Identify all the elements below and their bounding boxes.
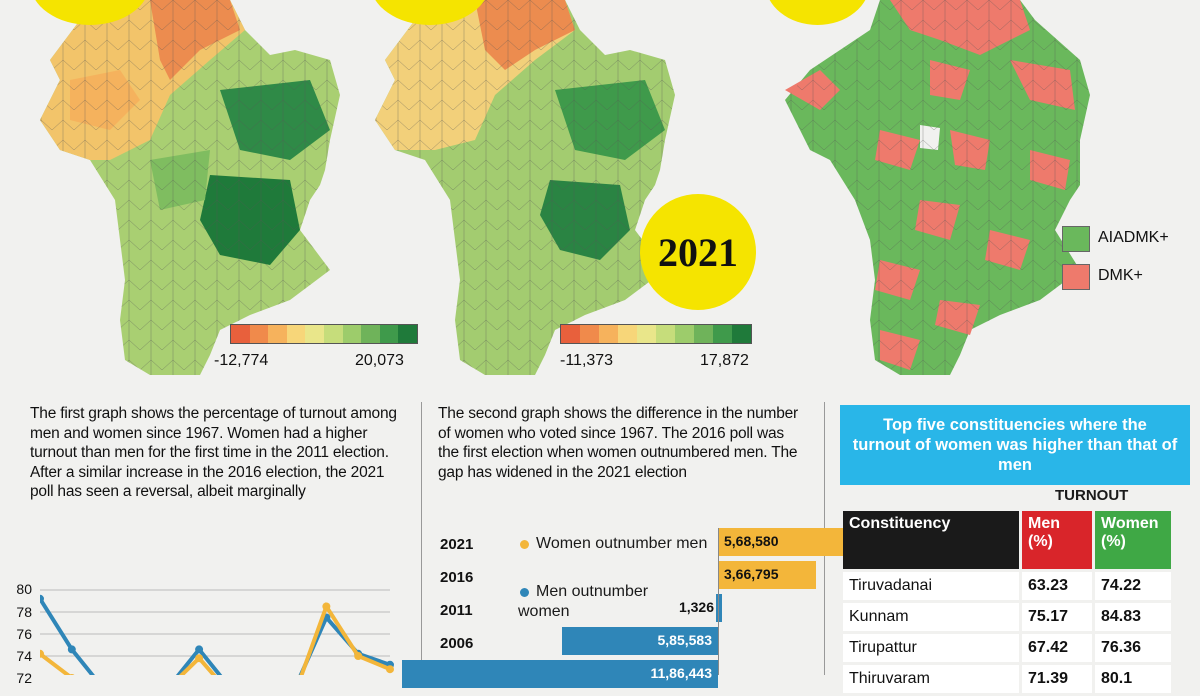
table-row: Tiruvadanai 63.23 74.22 [843, 572, 1171, 600]
table-row: Thiruvaram 71.39 80.1 [843, 665, 1171, 693]
y-tick-label: 76 [16, 626, 32, 642]
bar: 1,326 [679, 594, 722, 622]
bar: 5,85,583 [561, 627, 718, 655]
map2-scale-max: 17,872 [700, 352, 749, 369]
constituency-cell: Tirupattur [843, 634, 1019, 662]
bar-year-label: 2011 [440, 602, 473, 619]
bar-year-label: 2016 [440, 569, 474, 586]
scale-swatch [398, 325, 417, 343]
y-tick-label: 72 [16, 670, 32, 686]
women-cell: 76.36 [1095, 634, 1171, 662]
scale-swatch [231, 325, 250, 343]
turnout-difference-map-2016 [40, 0, 340, 375]
scale-swatch [732, 325, 751, 343]
table-row: Tirupattur 67.42 76.36 [843, 634, 1171, 662]
map1-scale-max: 20,073 [355, 352, 404, 369]
legend-dot-women [520, 540, 529, 549]
bar: 3,66,795 [718, 561, 816, 589]
turnout-label: TURNOUT [1055, 487, 1129, 504]
table-row: Kunnam 75.17 84.83 [843, 603, 1171, 631]
constituency-cell: Kunnam [843, 603, 1019, 631]
scale-swatch [286, 325, 306, 343]
scale-swatch [694, 325, 713, 343]
top-constituencies-table: Constituency Men (%) Women (%) Tiruvadan… [840, 508, 1174, 696]
legend-dot-men [520, 588, 529, 597]
men-cell: 75.17 [1022, 603, 1092, 631]
bar-year-label: 2006 [440, 635, 474, 652]
constituency-cell: Thiruvaram [843, 665, 1019, 693]
y-tick-label: 80 [16, 581, 32, 597]
scale-swatch [599, 325, 618, 343]
scale-swatch [561, 325, 580, 343]
data-point [40, 649, 44, 658]
scale-swatch [305, 325, 324, 343]
bar-axis [718, 528, 719, 675]
scale-swatch [361, 325, 380, 343]
map2-scale-min: -11,373 [560, 352, 614, 369]
bar-value-label: 5,68,580 [724, 533, 779, 549]
first-graph-description: The first graph shows the percentage of … [30, 405, 397, 500]
men-cell: 63.23 [1022, 572, 1092, 600]
bar-value-label: 1,326 [678, 599, 714, 615]
y-tick-label: 78 [16, 604, 32, 620]
data-point [195, 654, 204, 663]
scale-swatch [580, 325, 599, 343]
scale-swatch [323, 325, 343, 343]
table-header-banner: Top five constituencies where the turnou… [840, 405, 1190, 485]
y-tick-label: 74 [16, 648, 32, 664]
map2-color-scale [560, 324, 752, 344]
legend-label-men: Men outnumber women [518, 583, 649, 620]
men-cell: 67.42 [1022, 634, 1092, 662]
data-point [354, 652, 363, 660]
bar: 11,86,443 [401, 660, 718, 688]
col-women: Women (%) [1095, 511, 1171, 569]
data-point [40, 594, 44, 603]
data-point [322, 602, 331, 611]
col-constituency: Constituency [843, 511, 1019, 569]
data-point [386, 665, 394, 674]
scale-swatch [675, 325, 694, 343]
scale-swatch [249, 325, 269, 343]
map1-scale-min: -12,774 [214, 352, 269, 369]
bar-year-label: 2021 [440, 536, 474, 553]
men-cell: 71.39 [1022, 665, 1092, 693]
voter-difference-bar-chart: 2021 2016 2011 2006 2001 Women outnumber… [401, 528, 870, 688]
map2-year-label: 2021 [658, 229, 738, 275]
map2-year-badge: 2021 [640, 194, 756, 310]
scale-swatch [342, 325, 362, 343]
scale-swatch [713, 325, 732, 343]
series-line [40, 602, 391, 675]
bar-value-label: 3,66,795 [724, 566, 779, 582]
data-point [195, 645, 204, 654]
scale-swatch [618, 325, 637, 343]
column-divider-1 [421, 402, 422, 675]
legend-label-dmk: DMK+ [1098, 267, 1143, 284]
scale-swatch [268, 325, 287, 343]
women-cell: 74.22 [1095, 572, 1171, 600]
scale-swatch [637, 325, 656, 343]
turnout-difference-map-2021 [375, 0, 675, 375]
map1-color-scale [230, 324, 418, 344]
women-cell: 80.1 [1095, 665, 1171, 693]
legend-label-women: Women outnumber men [536, 535, 708, 552]
legend-label-aiadmk: AIADMK+ [1098, 229, 1169, 246]
bar-value-label: 5,85,583 [657, 632, 712, 648]
legend-swatch-aiadmk [1062, 226, 1090, 252]
data-point [67, 645, 76, 654]
second-graph-description: The second graph shows the difference in… [438, 405, 799, 481]
series-line [40, 597, 391, 675]
winning-alliance-map [785, 0, 1090, 375]
col-men: Men (%) [1022, 511, 1092, 569]
scale-swatch [656, 325, 675, 343]
women-cell: 84.83 [1095, 603, 1171, 631]
bar-value-label: 11,86,443 [650, 665, 712, 681]
turnout-line-chart [40, 589, 394, 675]
constituency-cell: Tiruvadanai [843, 572, 1019, 600]
scale-swatch [379, 325, 399, 343]
legend-swatch-dmk [1062, 264, 1090, 290]
